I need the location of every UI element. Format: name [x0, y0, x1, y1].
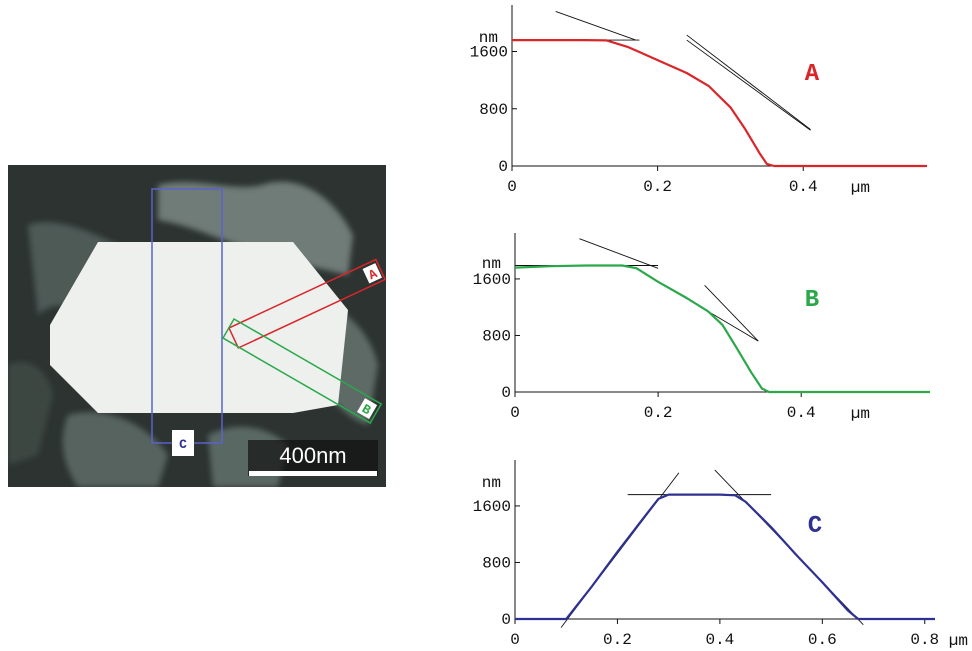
- chart-a-tangent-line: [686, 39, 811, 131]
- chart-a-y-tick-label: 1600: [470, 44, 508, 62]
- chart-b-tangent-line: [704, 284, 759, 342]
- box-c-label: C: [179, 437, 187, 452]
- chart-c-y-tick-label: 0: [501, 611, 511, 629]
- box-b: [221, 317, 383, 425]
- chart-a-y-tick-label: 0: [498, 158, 508, 176]
- sem-micrograph: A B C 400nm: [8, 165, 386, 487]
- chart-b-x-tick-label: 0: [510, 404, 520, 422]
- chart-a-tangent-line: [555, 11, 636, 41]
- profile-chart-c-svg: 0 800 1600 0 0.2 0.4 0.6 0.8 nm µm C: [473, 460, 968, 650]
- chart-c-x-tick-label: 0.2: [603, 631, 632, 649]
- profile-chart-a-svg: 0 800 1600 0 0.2 0.4 nm µm A: [470, 5, 927, 197]
- chart-c-x-tick-label: 0.4: [705, 631, 734, 649]
- scale-bar: [249, 471, 377, 476]
- chart-a-x-tick-label: 0.4: [789, 178, 818, 196]
- chart-c-x-tick-label: 0: [510, 631, 520, 649]
- chart-c-x-tick-label: 0.6: [808, 631, 837, 649]
- chart-b-y-axis-label: nm: [482, 255, 501, 273]
- chart-a-y-tick-label: 800: [479, 101, 508, 119]
- profile-chart-b-svg: 0 800 1600 0 0.2 0.4 nm µm B: [473, 233, 930, 423]
- chart-a-tangent-line: [686, 34, 811, 130]
- chart-c-x-tick-label: 0.8: [910, 631, 939, 649]
- chart-b-profile-tag: B: [805, 287, 819, 314]
- chart-b-y-tick-label: 1600: [473, 271, 511, 289]
- chart-a-profile-tag: A: [805, 61, 820, 88]
- chart-c-x-unit-label: µm: [949, 632, 968, 650]
- chart-a-profile-line: [512, 38, 927, 168]
- chart-a-y-axis-label: nm: [479, 29, 498, 47]
- particle-shape: [50, 242, 348, 413]
- chart-b-tangent-line: [579, 238, 659, 269]
- chart-a-x-unit-label: µm: [851, 179, 870, 197]
- chart-c-y-tick-label: 800: [482, 554, 511, 572]
- chart-a-x-tick-label: 0.2: [643, 178, 672, 196]
- profile-chart-a: 0 800 1600 0 0.2 0.4 nm µm A: [440, 0, 940, 205]
- box-a: [228, 258, 386, 349]
- chart-c-y-axis-label: nm: [482, 474, 501, 492]
- chart-a-x-tick-label: 0: [507, 178, 517, 196]
- profile-chart-b: 0 800 1600 0 0.2 0.4 nm µm B: [440, 228, 940, 428]
- chart-b-x-tick-label: 0.2: [644, 404, 673, 422]
- chart-b-x-unit-label: µm: [851, 405, 870, 423]
- scale-bar-label: 400nm: [279, 443, 346, 468]
- profile-chart-c: 0 800 1600 0 0.2 0.4 0.6 0.8 nm µm C: [440, 455, 972, 651]
- micrograph-graphic: A B C 400nm: [8, 165, 386, 487]
- chart-b-x-tick-label: 0.4: [787, 404, 816, 422]
- chart-c-y-tick-label: 1600: [473, 498, 511, 516]
- chart-c-profile-tag: C: [808, 513, 822, 540]
- chart-b-y-tick-label: 0: [501, 384, 511, 402]
- chart-b-y-tick-label: 800: [482, 327, 511, 345]
- chart-c-profile-line: [515, 493, 935, 621]
- chart-b-profile-line: [514, 264, 930, 394]
- scale-bar-background: [248, 440, 378, 476]
